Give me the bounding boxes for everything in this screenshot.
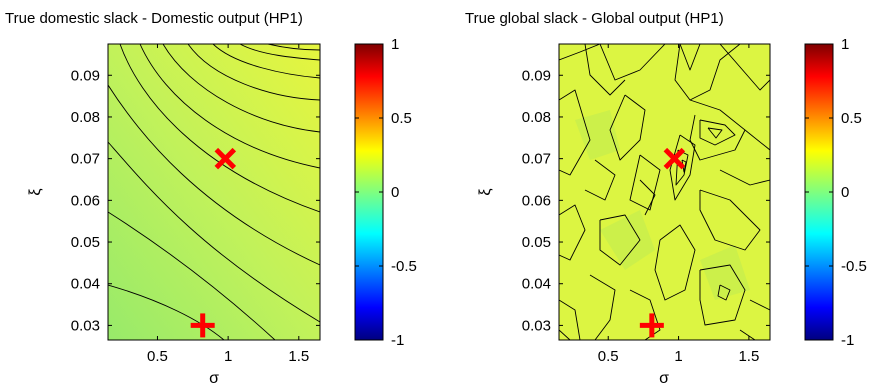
y-tick-label: 0.08 [522,109,551,126]
colorbar: 1 0.5 0 -0.5 -1 [354,36,417,349]
colorbar-tick-label: 1 [841,36,849,53]
chart-title: True global slack - Global output (HP1) [465,10,724,27]
colorbar-tick-label: 1 [391,36,399,53]
x-tick-label: 0.5 [598,348,619,365]
y-tick-label: 0.06 [522,192,551,209]
y-axis-ticks: 0.03 0.04 0.05 0.06 0.07 0.08 0.09 [71,67,320,334]
x-axis-ticks: 0.5 1 1.5 [598,44,759,365]
y-tick-label: 0.08 [71,109,100,126]
plot-frame [558,43,771,341]
colorbar-ticks: 1 0.5 0 -0.5 -1 [805,36,867,349]
x-axis-label: σ [659,370,669,387]
colorbar-tick-label: -0.5 [391,258,417,275]
chart-panel-domestic: True domestic slack - Domestic output (H… [5,10,417,387]
y-axis-label: ξ [27,188,44,195]
marker-layer [639,147,686,338]
x-tick-label: 1.5 [288,348,309,365]
y-tick-label: 0.03 [71,317,100,334]
colorbar-tick-label: 0.5 [841,110,862,127]
chart-panel-global: True global slack - Global output (HP1) [465,10,867,387]
y-axis-label: ξ [477,188,494,195]
colorbar-ticks: 1 0.5 0 -0.5 -1 [355,36,417,349]
y-tick-label: 0.09 [522,67,551,84]
marker-layer [190,147,237,338]
x-axis-ticks: 0.5 1 1.5 [147,44,309,365]
colorbar-tick-label: 0.5 [391,110,412,127]
x-axis-label: σ [209,370,219,387]
y-tick-label: 0.09 [71,67,100,84]
contour-field [559,44,770,340]
y-tick-label: 0.05 [71,234,100,251]
plus-marker [639,313,664,338]
x-tick-label: 1 [224,348,232,365]
y-tick-label: 0.03 [522,317,551,334]
y-tick-label: 0.07 [71,151,100,168]
x-marker [214,147,237,170]
colorbar-tick-label: 0 [841,184,849,201]
y-tick-label: 0.05 [522,234,551,251]
x-tick-label: 1.5 [738,348,759,365]
colorbar-tick-label: -1 [391,332,404,349]
chart-title: True domestic slack - Domestic output (H… [5,10,303,27]
colorbar-tick-label: -1 [841,332,854,349]
y-tick-label: 0.06 [71,192,100,209]
colorbar: 1 0.5 0 -0.5 -1 [804,36,867,349]
contour-field [108,44,320,340]
plus-marker [190,313,215,338]
plot-frame [107,43,321,341]
y-tick-label: 0.07 [522,151,551,168]
y-tick-label: 0.04 [522,276,551,293]
x-tick-label: 0.5 [147,348,168,365]
y-tick-label: 0.04 [71,276,100,293]
y-axis-ticks: 0.03 0.04 0.05 0.06 0.07 0.08 0.09 [522,67,770,334]
x-tick-label: 1 [674,348,682,365]
colorbar-tick-label: 0 [391,184,399,201]
colorbar-tick-label: -0.5 [841,258,867,275]
x-marker [663,147,686,170]
